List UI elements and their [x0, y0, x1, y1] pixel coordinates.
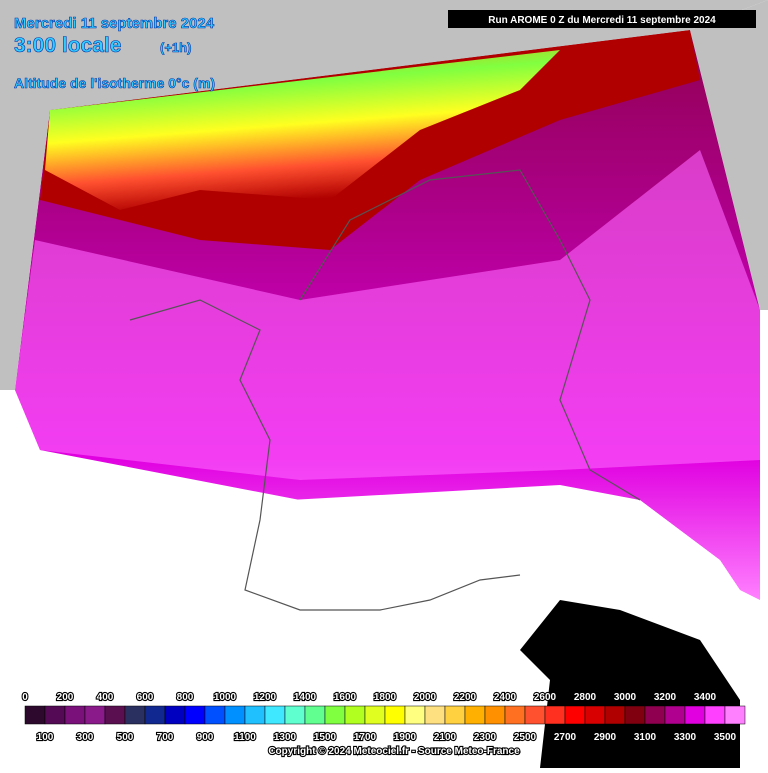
legend-swatch: [604, 705, 626, 725]
legend-swatch: [684, 705, 706, 725]
legend-tick-label: 3000: [614, 692, 637, 703]
offset-label: (+1h): [160, 40, 191, 55]
out-of-domain: [0, 0, 768, 390]
legend-tick-label: 2500: [514, 732, 537, 743]
legend-tick-label: 1900: [394, 732, 417, 743]
legend-tick-label: 3100: [634, 732, 657, 743]
legend-tick-label: 2100: [434, 732, 457, 743]
legend-swatch: [464, 705, 486, 725]
legend-swatch: [544, 705, 566, 725]
legend-swatch: [344, 705, 366, 725]
borders: [129, 169, 641, 611]
legend-swatch: [184, 705, 206, 725]
legend-swatch: [224, 705, 246, 725]
legend-swatch: [524, 705, 546, 725]
south-fringe: [15, 150, 760, 480]
time-label: 3:00 locale: [14, 34, 121, 57]
legend-swatch: [564, 705, 586, 725]
legend-swatch: [64, 705, 86, 725]
run-label: Run AROME 0 Z du Mercredi 11 septembre 2…: [488, 15, 716, 26]
legend-swatch: [244, 705, 266, 725]
legend-swatch: [404, 705, 426, 725]
legend-tick-label: 600: [137, 692, 154, 703]
legend-tick-label: 700: [157, 732, 174, 743]
legend-tick-label: 2700: [554, 732, 577, 743]
sea-black: [520, 600, 740, 768]
legend-tick-label: 3400: [694, 692, 717, 703]
legend-tick-label: 400: [97, 692, 114, 703]
legend-swatch: [644, 705, 666, 725]
legend-swatch: [364, 705, 386, 725]
copyright: Copyright © 2024 Meteociel.fr - Source M…: [268, 746, 520, 757]
legend-swatch: [444, 705, 466, 725]
legend-tick-label: 900: [197, 732, 214, 743]
run-box: [448, 10, 756, 28]
legend-swatch: [144, 705, 166, 725]
legend-swatch: [304, 705, 326, 725]
legend-tick-label: 2400: [494, 692, 517, 703]
legend-swatch: [624, 705, 646, 725]
legend-tick-label: 1800: [374, 692, 397, 703]
legend-tick-label: 500: [117, 732, 134, 743]
legend-swatch: [424, 705, 446, 725]
legend-swatch: [104, 705, 126, 725]
legend-tick-label: 0: [22, 692, 28, 703]
legend-swatch: [264, 705, 286, 725]
legend-swatch: [124, 705, 146, 725]
legend-tick-label: 3300: [674, 732, 697, 743]
legend-swatch: [504, 705, 526, 725]
legend-tick-label: 1100: [234, 732, 256, 743]
legend-tick-label: 1400: [294, 692, 317, 703]
legend-tick-label: 1600: [334, 692, 357, 703]
legend-tick-label: 2600: [534, 692, 557, 703]
legend: 0 100 200 300 400 500 600 700 800 900 1000 1100 1200…: [21, 691, 746, 744]
legend-swatch: [204, 705, 226, 725]
legend-tick-label: 2000: [414, 692, 437, 703]
legend-swatch: [704, 705, 726, 725]
out-of-domain: [690, 0, 768, 310]
legend-tick-label: 200: [57, 692, 74, 703]
legend-swatch: [584, 705, 606, 725]
legend-tick-label: 3500: [714, 732, 737, 743]
legend-tick-label: 2200: [454, 692, 477, 703]
legend-swatch: [164, 705, 186, 725]
legend-swatch: [724, 705, 746, 725]
legend-tick-label: 2300: [474, 732, 497, 743]
legend-swatch: [384, 705, 406, 725]
legend-swatch: [84, 705, 106, 725]
date-label: Mercredi 11 septembre 2024: [14, 15, 215, 32]
field-label: Altitude de l'isotherme 0°c (m): [14, 75, 215, 91]
legend-tick-label: 3200: [654, 692, 677, 703]
legend-tick-label: 300: [77, 732, 94, 743]
legend-swatch: [324, 705, 346, 725]
cold-zone: [45, 50, 560, 210]
legend-swatch: [484, 705, 506, 725]
legend-tick-label: 2900: [594, 732, 617, 743]
legend-swatch: [284, 705, 306, 725]
legend-tick-label: 1000: [214, 692, 237, 703]
legend-swatch: [664, 705, 686, 725]
legend-swatch: [24, 705, 46, 725]
legend-tick-label: 800: [177, 692, 194, 703]
legend-tick-label: 1500: [314, 732, 337, 743]
legend-tick-label: 1700: [354, 732, 377, 743]
legend-swatch: [44, 705, 66, 725]
legend-tick-label: 100: [37, 732, 54, 743]
legend-tick-label: 2800: [574, 692, 597, 703]
legend-tick-label: 1300: [274, 732, 297, 743]
legend-tick-label: 1200: [254, 692, 277, 703]
